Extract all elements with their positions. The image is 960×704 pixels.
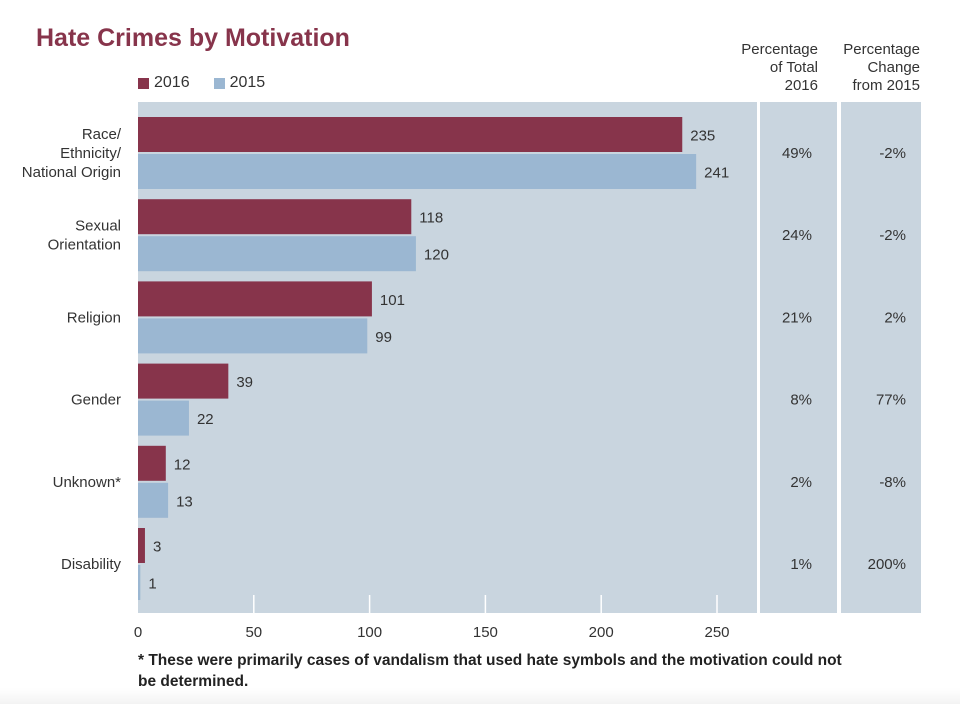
column-header-line: from 2015 [852, 77, 920, 94]
column-header-line: Percentage [741, 41, 818, 58]
category-label: Disability [61, 556, 122, 573]
bar-value-label: 12 [174, 456, 191, 473]
footnote-line: be determined. [138, 673, 249, 690]
bar-value-label: 99 [375, 329, 392, 346]
bar-value-label: 118 [419, 210, 443, 227]
percent-total-value: 8% [790, 392, 812, 409]
x-tick-label: 50 [245, 624, 262, 641]
bar-value-label: 241 [704, 165, 729, 182]
bar-2015 [138, 565, 141, 600]
category-label: Race/ [82, 126, 122, 143]
bottom-band [0, 688, 960, 704]
percent-total-value: 2% [790, 474, 812, 491]
bar-value-label: 1 [148, 576, 156, 593]
category-label: Sexual [75, 218, 121, 235]
bar-2016 [138, 528, 145, 563]
footnote: * These were primarily cases of vandalis… [138, 650, 908, 692]
bar-2016 [138, 117, 683, 152]
category-label: National Origin [22, 164, 121, 181]
legend-label-2015: 2015 [229, 74, 266, 91]
legend-label-2016: 2016 [154, 74, 190, 91]
column-header-line: 2016 [784, 77, 818, 94]
percent-change-value: 77% [876, 392, 906, 409]
column-header-percent-change: Percentage Change from 2015 [800, 41, 920, 95]
bar-value-label: 101 [380, 292, 405, 309]
bar-2016 [138, 445, 166, 481]
percent-change-value: -8% [879, 474, 906, 491]
bar-2015 [138, 318, 368, 354]
bar-2015 [138, 154, 697, 189]
percent-total-value: 21% [782, 309, 812, 326]
column-header-line: Percentage [843, 41, 920, 58]
percent-total-value: 24% [782, 227, 812, 244]
category-label: Orientation [48, 237, 121, 254]
x-tick-label: 200 [589, 624, 614, 641]
bar-value-label: 120 [424, 247, 449, 264]
percent-change-value: 2% [884, 309, 906, 326]
category-label: Unknown* [53, 474, 122, 491]
column-header-line: of Total [769, 59, 818, 76]
bar-value-label: 235 [690, 128, 715, 145]
legend: 2016 2015 [138, 74, 289, 92]
bar-2015 [138, 236, 416, 272]
percent-change-value: -2% [879, 227, 906, 244]
percent-change-value: 200% [868, 556, 906, 573]
legend-item-2015: 2015 [213, 74, 266, 92]
percent-change-value: -2% [879, 145, 906, 162]
x-tick-label: 0 [134, 624, 142, 641]
bar-2016 [138, 363, 229, 399]
bar-2015 [138, 482, 169, 518]
legend-swatch-2016 [138, 77, 149, 89]
legend-item-2016: 2016 [138, 74, 190, 92]
bar-value-label: 3 [153, 539, 161, 556]
bar-value-label: 22 [197, 411, 214, 428]
column-header-line: Change [867, 59, 920, 76]
chart-title: Hate Crimes by Motivation [36, 24, 350, 52]
bar-2016 [138, 199, 412, 235]
footnote-line: * These were primarily cases of vandalis… [138, 652, 842, 669]
column-header-percent-total: Percentage of Total 2016 [700, 41, 818, 95]
percent-total-value: 1% [790, 556, 812, 573]
percent-total-column-background [760, 102, 837, 613]
x-tick-label: 250 [704, 624, 729, 641]
category-label: Religion [67, 309, 121, 326]
bar-2015 [138, 400, 189, 436]
bar-value-label: 39 [236, 374, 253, 391]
category-label: Ethnicity/ [60, 145, 122, 162]
bar-2016 [138, 281, 372, 317]
category-label: Gender [71, 392, 121, 409]
legend-swatch-2015 [213, 77, 225, 89]
bar-value-label: 13 [176, 493, 193, 510]
percent-total-value: 49% [782, 145, 812, 162]
percent-change-column-background [841, 102, 921, 613]
x-tick-label: 100 [357, 624, 382, 641]
x-tick-label: 150 [473, 624, 498, 641]
